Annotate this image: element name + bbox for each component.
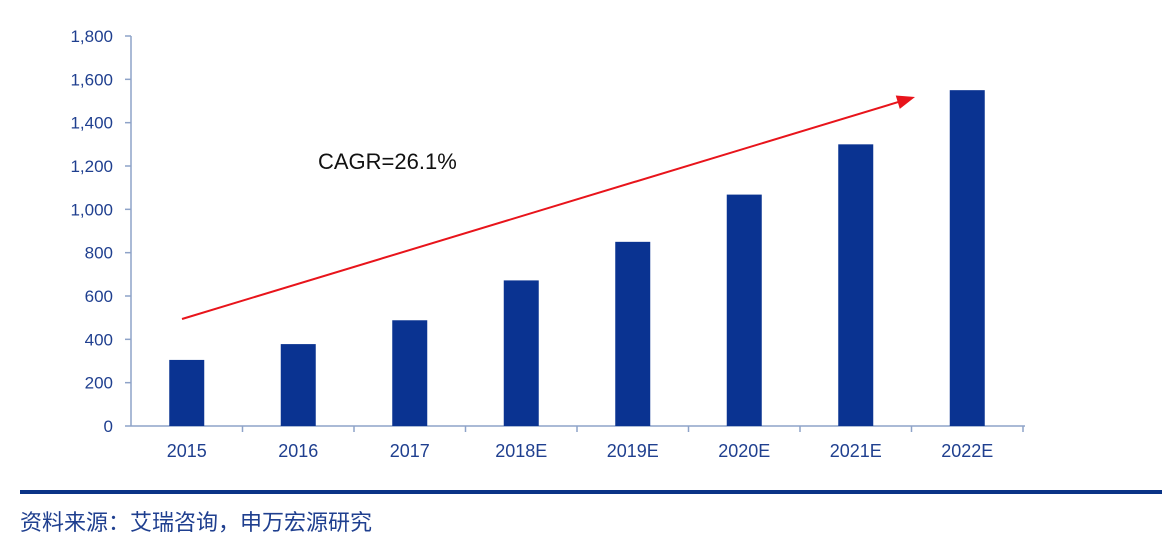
trend-arrow-head bbox=[895, 95, 915, 109]
footer-divider bbox=[20, 490, 1162, 494]
bar bbox=[726, 194, 762, 426]
cagr-annotation: CAGR=26.1% bbox=[181, 95, 915, 320]
y-tick-label: 600 bbox=[85, 287, 113, 306]
y-tick-label: 800 bbox=[85, 244, 113, 263]
x-tick-label: 2016 bbox=[278, 441, 318, 461]
y-tick-label: 1,600 bbox=[70, 70, 113, 89]
bar-chart: 0 200 400 600 800 1,000 1,200 1,400 1,600 1,800 2… bbox=[70, 27, 1025, 461]
y-tick-label: 1,200 bbox=[70, 157, 113, 176]
x-tick-label: 2022E bbox=[941, 441, 993, 461]
x-axis: 2015 2016 2017 2018E 2019E 2020E 2021E 2022E bbox=[131, 425, 1025, 461]
x-tick-label: 2018E bbox=[495, 441, 547, 461]
x-tick-label: 2021E bbox=[830, 441, 882, 461]
bar bbox=[838, 144, 874, 427]
bar bbox=[949, 90, 985, 427]
cagr-label: CAGR=26.1% bbox=[318, 149, 457, 174]
source-note: 资料来源：艾瑞咨询，申万宏源研究 bbox=[20, 511, 373, 536]
y-tick-label: 1,000 bbox=[70, 200, 113, 219]
y-axis: 0 200 400 600 800 1,000 1,200 1,400 1,600 1,800 bbox=[70, 27, 132, 436]
x-tick-label: 2019E bbox=[607, 441, 659, 461]
bar bbox=[280, 344, 316, 426]
x-tick-label: 2017 bbox=[390, 441, 430, 461]
bars bbox=[169, 90, 985, 427]
y-tick-label: 0 bbox=[104, 417, 113, 436]
trend-arrow-line bbox=[181, 100, 902, 320]
y-tick-label: 200 bbox=[85, 374, 113, 393]
bar bbox=[503, 280, 539, 426]
y-tick-label: 1,400 bbox=[70, 114, 113, 133]
x-tick-label: 2020E bbox=[718, 441, 770, 461]
x-tick-label: 2015 bbox=[167, 441, 207, 461]
y-tick-label: 400 bbox=[85, 330, 113, 349]
bar bbox=[615, 241, 651, 426]
bar bbox=[392, 320, 428, 426]
y-tick-label: 1,800 bbox=[70, 27, 113, 46]
bar bbox=[169, 359, 205, 426]
